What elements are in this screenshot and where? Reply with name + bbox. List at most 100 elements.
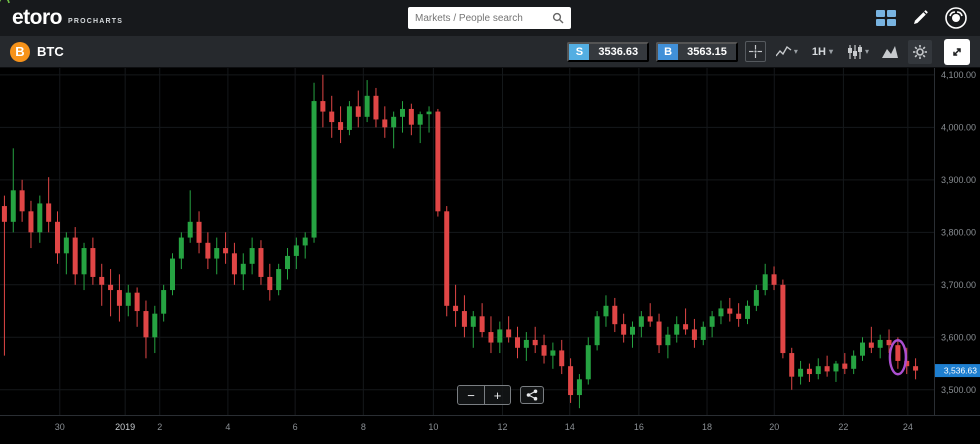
price-axis-label: 3,500.00	[941, 385, 976, 395]
gear-icon	[913, 44, 927, 59]
current-price-tag	[935, 364, 980, 378]
sell-button[interactable]: S 3536.63	[567, 41, 650, 62]
candle	[400, 108, 405, 117]
etoro-account-button[interactable]	[944, 6, 968, 30]
search-input[interactable]	[415, 12, 552, 24]
zoom-out-button[interactable]: −	[458, 386, 484, 404]
candle	[108, 284, 114, 291]
candle	[461, 311, 467, 327]
candle	[320, 101, 326, 112]
candle	[497, 329, 503, 343]
candle	[240, 263, 246, 275]
candle	[709, 316, 715, 327]
price-axis-label: 4,000.00	[941, 122, 976, 132]
chart-area[interactable]: 4,100.00 4,000.00 3,900.00 3,800.00 3,700.00…	[0, 68, 980, 444]
price-axis-label: 4,100.00	[941, 70, 976, 80]
time-axis-label: 10	[428, 422, 438, 432]
expand-icon	[953, 47, 961, 56]
candle	[19, 190, 25, 212]
price-axis-label: 3,900.00	[941, 175, 976, 185]
candle	[276, 269, 282, 291]
time-axis-label: 24	[903, 422, 913, 432]
time-axis-label: 20	[769, 422, 779, 432]
sell-price: 3536.63	[598, 45, 639, 58]
candle	[196, 221, 202, 243]
candle	[170, 258, 175, 291]
indicators-button[interactable]: ▾	[844, 43, 872, 61]
candle	[638, 316, 644, 327]
annotation-ellipse[interactable]	[888, 339, 908, 376]
candle	[81, 248, 87, 275]
candle	[178, 237, 184, 259]
candle	[656, 321, 662, 346]
candle	[488, 332, 494, 343]
candle	[152, 313, 158, 338]
candle	[798, 368, 804, 377]
time-axis-label: 16	[634, 422, 644, 432]
candle	[851, 355, 857, 369]
candle	[373, 95, 379, 120]
candle	[603, 305, 609, 317]
time-axis-label: 14	[565, 422, 575, 432]
indicators-icon	[847, 44, 862, 59]
candle	[745, 305, 750, 319]
candle	[594, 316, 600, 346]
candle	[506, 329, 512, 338]
candle	[116, 290, 122, 306]
candle	[815, 366, 821, 375]
candle	[214, 248, 220, 259]
candle	[647, 316, 653, 322]
share-icon	[526, 389, 538, 401]
timeframe-dropdown[interactable]: 1H ▾	[808, 44, 837, 60]
buy-label: B	[658, 43, 679, 60]
candle	[426, 111, 432, 115]
candle	[753, 290, 759, 306]
candle	[833, 363, 839, 372]
chevron-down-icon: ▾	[793, 47, 798, 56]
compare-button[interactable]	[879, 43, 901, 60]
layout-grid-button[interactable]	[876, 10, 896, 26]
candlestick-chart[interactable]: 4,100.00 4,000.00 3,900.00 3,800.00 3,700.00…	[0, 68, 980, 444]
candle	[789, 353, 795, 377]
buy-button[interactable]: B 3563.15	[656, 41, 738, 62]
time-axis-label: 2	[157, 422, 162, 432]
procharts-label: PROCHARTS	[68, 18, 124, 25]
candle	[860, 342, 865, 356]
candle	[886, 339, 892, 346]
candle	[382, 119, 388, 128]
candle	[665, 334, 671, 346]
candle	[37, 203, 43, 233]
zoom-in-button[interactable]: +	[484, 386, 510, 404]
compare-area-icon	[882, 46, 898, 58]
candle	[515, 337, 520, 348]
crosshair-tool-button[interactable]	[744, 41, 766, 62]
buy-price: 3563.15	[687, 45, 727, 58]
share-button[interactable]	[520, 386, 544, 404]
candle	[541, 345, 547, 356]
time-axis-label: 30	[55, 422, 65, 432]
candle	[470, 316, 476, 327]
market-search[interactable]	[408, 7, 571, 29]
candle	[223, 248, 229, 254]
time-axis-label: 6	[293, 422, 298, 432]
candle	[691, 329, 697, 340]
price-axis-label: 3,700.00	[941, 280, 976, 290]
price-axis-label: 3,800.00	[941, 227, 976, 237]
candle	[576, 379, 582, 396]
etoro-logo[interactable]: etoro PROCHARTS	[0, 0, 124, 30]
candle	[72, 237, 78, 275]
candle	[10, 190, 16, 222]
candle	[630, 326, 635, 335]
draw-button[interactable]	[912, 10, 928, 26]
candle	[612, 305, 618, 325]
chart-type-button[interactable]: ▾	[773, 43, 801, 60]
candle	[868, 342, 874, 348]
candle	[842, 363, 848, 369]
candle	[355, 106, 361, 117]
candle	[479, 316, 485, 333]
candle	[895, 345, 901, 361]
chevron-down-icon: ▾	[864, 47, 869, 56]
fullscreen-button[interactable]	[944, 38, 970, 65]
settings-button[interactable]	[908, 39, 932, 64]
candle	[187, 221, 193, 238]
